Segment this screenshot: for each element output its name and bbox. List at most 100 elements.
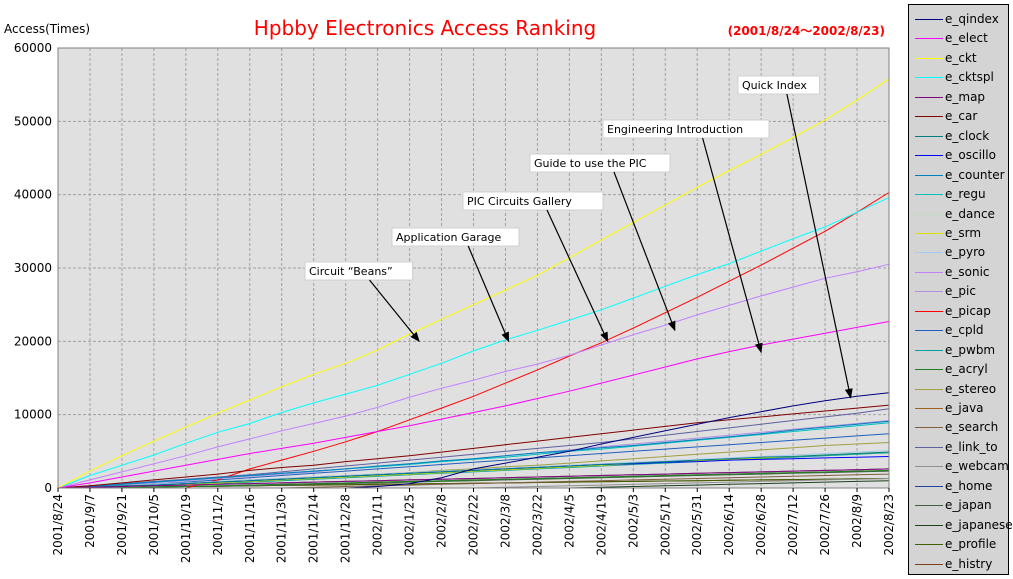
legend-label: e_dance: [945, 206, 995, 221]
legend-swatch: [915, 310, 943, 312]
legend-swatch: [915, 213, 943, 215]
x-tick-label: 2002/5/31: [690, 494, 704, 556]
legend-swatch: [915, 349, 943, 351]
y-tick-label: 10000: [14, 408, 52, 422]
x-tick-label: 2002/6/14: [722, 494, 736, 556]
x-tick-label: 2001/11/2: [211, 494, 225, 556]
series-line-e_acryl: [57, 469, 890, 489]
series-line-e_clock: [57, 451, 890, 489]
y-axis: 0 10000 20000 30000 40000 50000 60000: [14, 41, 52, 495]
legend-item-e_dance: e_dance: [913, 206, 1009, 224]
legend-item-e_srm: e_srm: [913, 225, 1009, 243]
date-range: (2001/8/24～2002/8/23): [728, 24, 885, 38]
legend-label: e_histry: [945, 556, 993, 571]
legend-item-e_clock: e_clock: [913, 128, 1009, 146]
legend-swatch: [915, 77, 943, 79]
x-tick-label: 2002/8/23: [882, 494, 896, 556]
legend-item-e_cktspl: e_cktspl: [913, 69, 1009, 87]
legend-swatch: [915, 271, 943, 273]
y-tick-label: 20000: [14, 334, 52, 348]
annotation-arrow: [613, 171, 676, 332]
legend-swatch: [915, 174, 943, 176]
legend-label: e_cpld: [945, 323, 984, 338]
annotation: PIC Circuits Gallery: [462, 191, 609, 343]
annotation: Circuit “Beans”: [304, 261, 420, 343]
series-line-e_cktspl: [57, 197, 890, 489]
legend-label: e_regu: [945, 187, 986, 201]
annotation-box: [737, 75, 820, 95]
legend-item-e_stereo: e_stereo: [913, 381, 1009, 399]
legend-swatch: [915, 38, 943, 40]
legend-swatch: [915, 485, 943, 487]
legend-swatch: [915, 135, 943, 137]
annotation-arrow: [546, 209, 609, 343]
legend-item-e_qindex: e_qindex: [913, 11, 1009, 29]
annotation: Engineering Introduction: [602, 119, 770, 354]
legend-item-e_histry: e_histry: [913, 556, 1009, 574]
legend-swatch: [915, 232, 943, 234]
x-tick-label: 2002/1/25: [403, 494, 417, 556]
legend-label: e_webcam: [945, 459, 1009, 474]
series-line-e_pyro: [57, 450, 890, 489]
x-tick-label: 2002/7/12: [786, 494, 800, 556]
annotation-box: [529, 153, 671, 173]
annotation: Application Garage: [391, 227, 520, 343]
legend-item-e_regu: e_regu: [913, 186, 1009, 204]
legend-label: e_car: [945, 109, 978, 124]
annotation-arrow: [702, 137, 763, 354]
annotation-arrow: [467, 245, 510, 343]
y-tick-label: 60000: [14, 41, 52, 55]
annotation-label: Circuit “Beans”: [309, 265, 393, 278]
legend-item-e_map: e_map: [913, 89, 1009, 107]
legend-swatch: [915, 505, 943, 507]
legend-swatch: [915, 96, 943, 98]
legend-item-e_cpld: e_cpld: [913, 322, 1009, 340]
legend-item-e_counter: e_counter: [913, 167, 1009, 185]
legend-label: e_picap: [945, 303, 991, 318]
legend-item-e_home: e_home: [913, 478, 1009, 496]
legend-swatch: [915, 116, 943, 118]
legend-label: e_java: [945, 401, 984, 415]
series-line-e_ckt: [57, 78, 890, 489]
legend-label: e_map: [945, 89, 986, 104]
legend-label: e_srm: [945, 225, 982, 240]
legend-swatch: [915, 466, 943, 468]
legend-label: e_pyro: [945, 245, 986, 260]
x-tick-label: 2002/3/8: [499, 494, 513, 548]
x-tick-label: 2002/7/26: [818, 494, 832, 556]
annotation-box: [391, 227, 520, 247]
legend-label: e_pwbm: [945, 342, 996, 357]
legend-swatch: [915, 194, 943, 195]
legend-label: e_oscillo: [945, 148, 996, 163]
legend-swatch: [915, 57, 943, 59]
annotation-label: Engineering Introduction: [607, 123, 743, 136]
x-tick-label: 2001/8/24: [51, 494, 65, 556]
annotation-arrow: [369, 279, 420, 343]
legend-swatch: [915, 544, 943, 546]
legend-item-e_pyro: e_pyro: [913, 244, 1009, 262]
chart-title: Hpbby Electronics Access Ranking: [254, 16, 596, 40]
series-line-e_counter: [57, 420, 890, 489]
series-line-e_car: [57, 404, 890, 489]
legend-swatch: [915, 524, 943, 526]
legend-swatch: [915, 369, 943, 371]
legend-item-e_oscillo: e_oscillo: [913, 147, 1009, 165]
legend-item-e_sonic: e_sonic: [913, 264, 1009, 282]
legend-swatch: [915, 19, 943, 20]
legend-swatch: [915, 563, 943, 565]
legend-label: e_sonic: [945, 264, 990, 279]
x-tick-label: 2001/11/30: [275, 494, 289, 563]
y-tick-label: 40000: [14, 188, 52, 202]
x-tick-label: 2002/2/8: [435, 494, 449, 548]
legend-label: e_search: [945, 420, 999, 435]
annotation-box: [602, 119, 770, 139]
legend-label: e_ckt: [945, 50, 977, 65]
x-axis: 2001/8/24 2001/9/7 2001/9/21 2001/10/5 2001/…: [51, 488, 896, 563]
legend: e_qindex e_elect e_ckt e_cktspl e_map e_car e_…: [908, 4, 1013, 575]
series-line-e_map: [57, 468, 890, 489]
annotation-label: PIC Circuits Gallery: [467, 195, 572, 208]
x-tick-label: 2002/5/3: [626, 494, 640, 548]
x-tick-label: 2002/8/9: [850, 494, 864, 548]
legend-swatch: [915, 155, 943, 157]
legend-label: e_home: [945, 478, 993, 493]
